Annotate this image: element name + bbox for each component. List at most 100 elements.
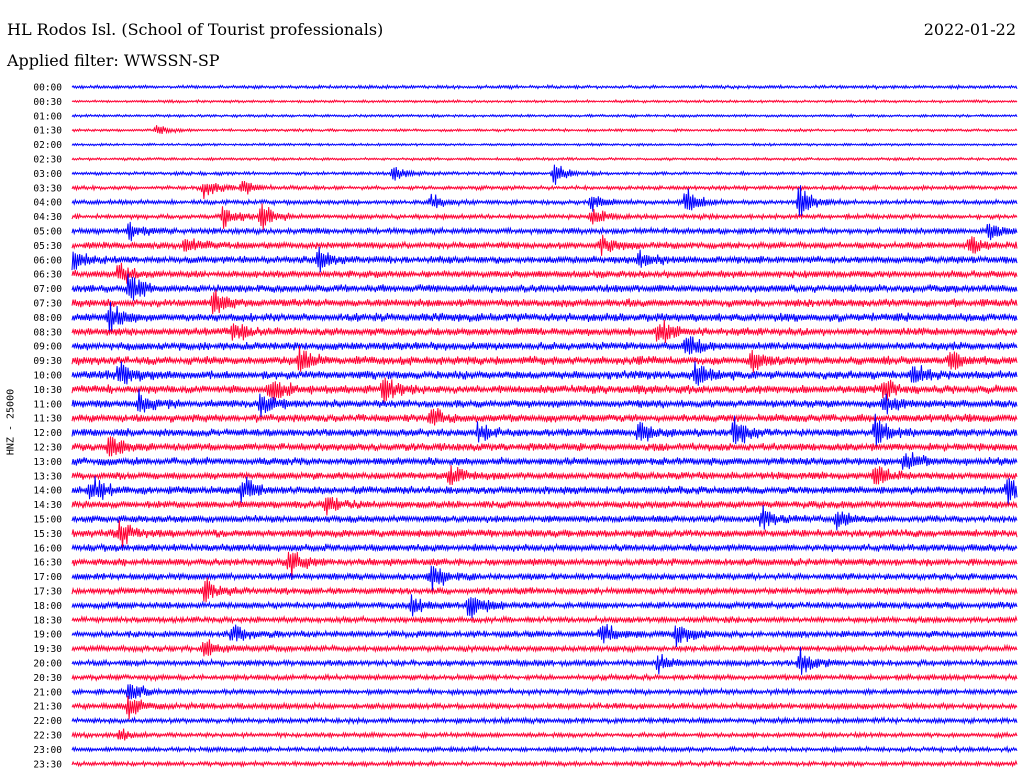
trace-line (71, 142, 1018, 147)
time-tick-label: 10:30 (33, 385, 62, 396)
time-tick-label: 06:00 (33, 255, 62, 266)
chart-date: 2022-01-22 (923, 20, 1016, 39)
time-tick-label: 11:00 (33, 399, 62, 410)
trace-line (71, 672, 1018, 683)
trace-line (71, 83, 1018, 91)
trace-line (71, 377, 1018, 403)
trace-line (71, 614, 1018, 625)
time-tick-label: 01:30 (33, 126, 62, 137)
time-tick-label: 07:00 (33, 284, 62, 295)
trace-line (71, 436, 1018, 457)
time-tick-label: 16:00 (33, 543, 62, 554)
trace-line (71, 465, 1018, 485)
trace-line (71, 594, 1018, 619)
time-tick-label: 21:30 (33, 702, 62, 713)
trace-line (71, 289, 1018, 315)
trace-line (71, 452, 1018, 470)
time-tick-label: 09:30 (33, 356, 62, 367)
trace-line (71, 273, 1018, 301)
time-tick-label: 20:00 (33, 659, 62, 670)
trace-line (71, 180, 1018, 200)
trace-line (71, 577, 1018, 603)
trace-line (71, 346, 1018, 373)
time-tick-label: 12:00 (33, 428, 62, 439)
trace-line (71, 336, 1018, 355)
trace-line (71, 156, 1018, 162)
time-tick-label: 15:00 (33, 515, 62, 526)
trace-line (71, 551, 1018, 578)
trace-line (71, 164, 1018, 185)
time-tick-label: 01:00 (33, 111, 62, 122)
trace-line (71, 639, 1018, 657)
time-tick-label: 11:30 (33, 414, 62, 425)
time-tick-label: 12:30 (33, 443, 62, 454)
trace-line (71, 203, 1018, 231)
time-tick-label: 06:30 (33, 270, 62, 281)
time-tick-label: 17:00 (33, 572, 62, 583)
trace-line (71, 759, 1018, 769)
trace-line (71, 246, 1018, 273)
trace-line (71, 413, 1018, 447)
trace-line (71, 388, 1018, 418)
time-tick-label: 13:00 (33, 457, 62, 468)
time-tick-label: 16:30 (33, 558, 62, 569)
filter-label: Applied filter: WWSSN-SP (7, 51, 220, 70)
time-tick-label: 05:30 (33, 241, 62, 252)
seismic-traces (71, 83, 1018, 769)
time-tick-label: 00:00 (33, 83, 62, 94)
time-tick-label: 19:00 (33, 630, 62, 641)
trace-line (71, 476, 1018, 506)
time-tick-label: 15:30 (33, 529, 62, 540)
time-tick-label: 08:00 (33, 313, 62, 324)
time-tick-label: 17:30 (33, 587, 62, 598)
time-tick-label: 08:30 (33, 327, 62, 338)
time-tick-label: 23:00 (33, 745, 62, 756)
time-tick-label: 18:00 (33, 601, 62, 612)
trace-line (71, 520, 1018, 549)
time-tick-label: 00:30 (33, 97, 62, 108)
time-tick-label: 14:30 (33, 500, 62, 511)
trace-line (71, 695, 1018, 720)
trace-line (71, 112, 1018, 119)
trace-line (71, 319, 1018, 344)
trace-line (71, 301, 1018, 333)
trace-line (71, 125, 1018, 135)
time-tick-label: 02:00 (33, 140, 62, 151)
time-tick-label: 04:30 (33, 212, 62, 223)
trace-line (71, 262, 1018, 284)
trace-line (71, 361, 1018, 386)
time-tick-label: 22:30 (33, 731, 62, 742)
time-tick-label: 04:00 (33, 198, 62, 209)
time-tick-labels: 00:00 00:30 01:00 01:30 02:00 02:30 03:00 03:30… (33, 83, 62, 771)
trace-line (71, 744, 1018, 754)
trace-line (71, 542, 1018, 553)
trace-line (71, 234, 1018, 256)
trace-line (71, 98, 1018, 104)
trace-line (71, 715, 1018, 726)
time-tick-label: 14:00 (33, 486, 62, 497)
trace-line (71, 728, 1018, 741)
time-tick-label: 07:30 (33, 299, 62, 310)
time-tick-label: 13:30 (33, 471, 62, 482)
trace-line (71, 624, 1018, 648)
time-tick-label: 18:30 (33, 615, 62, 626)
time-tick-label: 05:00 (33, 227, 62, 238)
time-tick-label: 20:30 (33, 673, 62, 684)
time-tick-label: 09:00 (33, 342, 62, 353)
trace-line (71, 496, 1018, 516)
trace-line (71, 221, 1018, 242)
trace-line (71, 646, 1018, 675)
station-title: HL Rodos Isl. (School of Tourist profess… (7, 20, 384, 39)
trace-line (71, 505, 1018, 531)
time-tick-label: 03:00 (33, 169, 62, 180)
time-tick-label: 03:30 (33, 183, 62, 194)
time-tick-label: 23:30 (33, 759, 62, 770)
time-tick-label: 10:00 (33, 371, 62, 382)
trace-line (71, 684, 1018, 700)
trace-line (71, 408, 1018, 426)
trace-line (71, 185, 1018, 217)
time-tick-label: 02:30 (33, 155, 62, 166)
time-tick-label: 19:30 (33, 644, 62, 655)
time-tick-label: 21:00 (33, 687, 62, 698)
